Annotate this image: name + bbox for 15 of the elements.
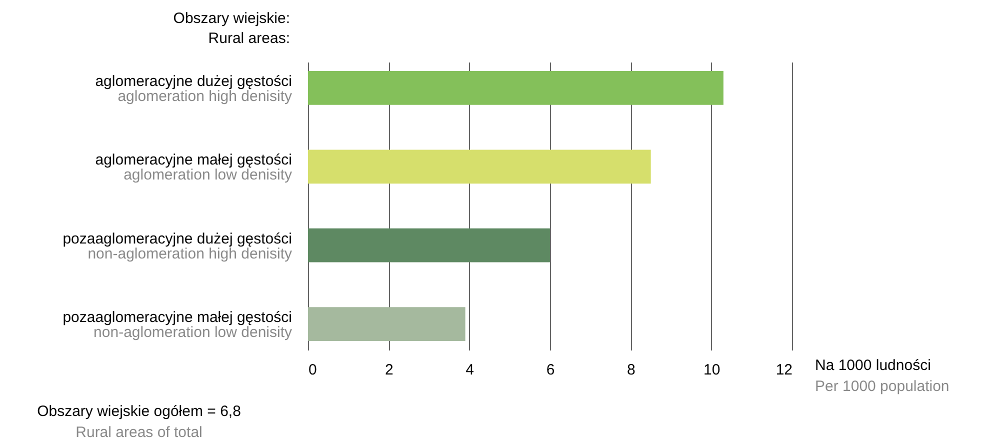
category-label: pozaaglomeracyjne dużej gęstości non-aglomeration high denisity <box>62 230 292 262</box>
chart-subtitle: Rural areas: <box>208 30 290 47</box>
x-tick-label: 12 <box>776 362 792 378</box>
x-tick-label: 0 <box>308 362 317 378</box>
x-tick-label: 4 <box>466 362 474 378</box>
x-axis-title: Na 1000 ludności Per 1000 population <box>815 357 950 395</box>
x-tick-label: 6 <box>546 362 555 378</box>
category-label: aglomeracyjne dużej gęstości aglomeration high denisity <box>95 72 292 105</box>
text: Obszary wiejskie ogółem = 6,8 Rural areas of total <box>37 403 241 441</box>
chart-title: Obszary wiejskie: <box>173 10 290 27</box>
category-label: aglomeracyjne małej gęstości aglomeration low denisity <box>95 152 292 184</box>
category-label: pozaaglomeracyjne małej gęstości non-aglomeration low denisity <box>62 309 292 342</box>
x-tick-label: 2 <box>384 362 394 378</box>
x-tick-label: 10 <box>703 362 720 378</box>
x-tick-label: 8 <box>626 362 636 378</box>
